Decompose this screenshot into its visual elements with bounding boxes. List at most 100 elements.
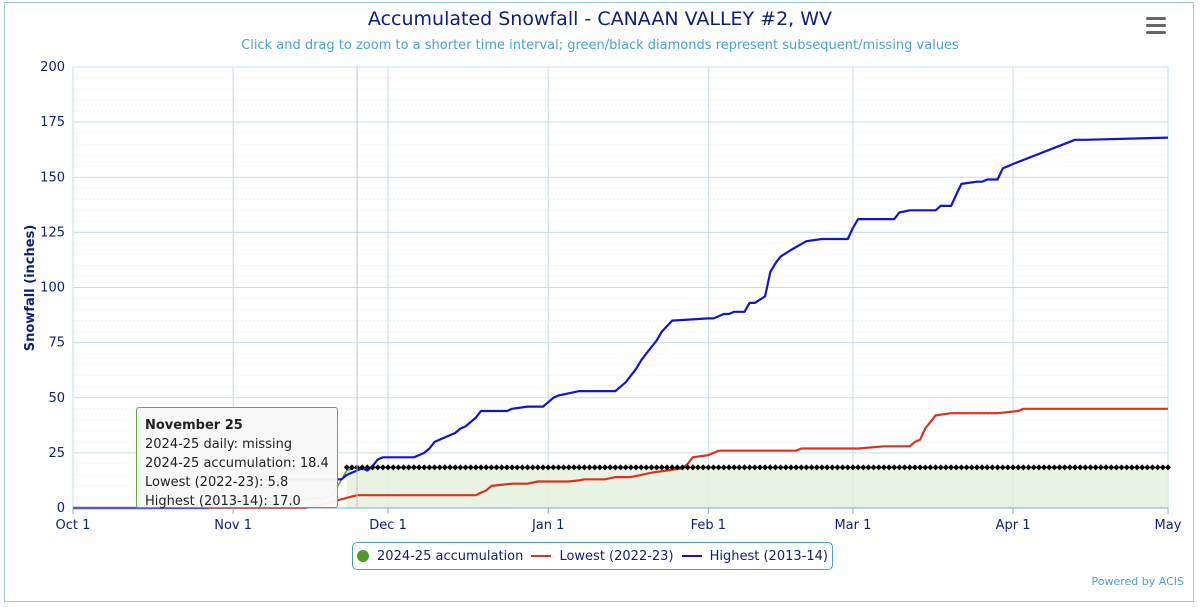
missing-value-diamond (472, 464, 479, 471)
missing-value-diamond (818, 464, 825, 471)
missing-value-diamond (803, 464, 810, 471)
missing-value-diamond (555, 464, 562, 471)
missing-value-diamond (1025, 464, 1032, 471)
missing-value-diamond (359, 464, 366, 471)
missing-value-diamond (1041, 464, 1048, 471)
missing-value-diamond (612, 464, 619, 471)
missing-value-diamond (958, 464, 965, 471)
legend-item-lowest[interactable]: Lowest (2022-23) (531, 549, 674, 564)
missing-value-diamond (834, 464, 841, 471)
missing-value-diamond (813, 464, 820, 471)
missing-value-diamond (849, 464, 856, 471)
missing-value-diamond (829, 464, 836, 471)
missing-value-diamond (524, 464, 531, 471)
missing-value-diamond (632, 464, 639, 471)
missing-value-diamond (880, 464, 887, 471)
missing-value-diamond (431, 464, 438, 471)
missing-value-diamond (865, 464, 872, 471)
green-dot-icon (357, 550, 370, 562)
missing-value-diamond (385, 464, 392, 471)
missing-value-diamond (942, 464, 949, 471)
missing-value-diamond (715, 464, 722, 471)
missing-value-diamond (787, 464, 794, 471)
missing-value-diamond (519, 464, 526, 471)
x-tick-label: Oct 1 (56, 518, 91, 533)
y-tick-label: 100 (40, 281, 65, 296)
missing-value-diamond (364, 464, 371, 471)
missing-value-diamond (674, 464, 681, 471)
missing-value-diamond (824, 464, 831, 471)
accumulation-area-fill (346, 467, 1168, 508)
missing-value-diamond (571, 464, 578, 471)
missing-value-diamond (968, 464, 975, 471)
missing-value-diamond (999, 464, 1006, 471)
missing-value-diamond (560, 464, 567, 471)
missing-value-diamond (917, 464, 924, 471)
tooltip-accumulation: 2024-25 accumulation: 18.4 (145, 456, 329, 471)
x-tick-label: May (1155, 518, 1182, 533)
missing-value-diamond (927, 464, 934, 471)
missing-value-diamond (1072, 464, 1079, 471)
missing-value-diamond (540, 464, 547, 471)
missing-value-diamond (870, 464, 877, 471)
missing-value-diamond (793, 464, 800, 471)
missing-value-diamond (710, 464, 717, 471)
credits-link[interactable]: Powered by ACIS (1091, 575, 1185, 588)
missing-value-diamond (911, 464, 918, 471)
missing-value-diamond (1030, 464, 1037, 471)
missing-value-diamond (1103, 464, 1110, 471)
missing-value-diamond (348, 464, 355, 471)
missing-value-diamond (648, 464, 655, 471)
missing-value-diamond (731, 464, 738, 471)
hover-tooltip: November 25 2024-25 daily: missing 2024-… (136, 407, 338, 509)
missing-value-diamond (684, 464, 691, 471)
missing-value-diamond (405, 464, 412, 471)
y-tick-label: 0 (57, 501, 65, 516)
missing-value-diamond (1051, 464, 1058, 471)
missing-value-diamond (751, 464, 758, 471)
missing-value-diamond (638, 464, 645, 471)
missing-value-diamond (596, 464, 603, 471)
missing-value-diamond (1113, 464, 1120, 471)
missing-value-diamond (1165, 464, 1171, 471)
missing-value-diamond (1082, 464, 1089, 471)
missing-value-diamond (1118, 464, 1125, 471)
missing-value-diamond (503, 464, 510, 471)
missing-value-diamond (777, 464, 784, 471)
missing-value-diamond (860, 464, 867, 471)
missing-value-diamond (1139, 464, 1146, 471)
legend-item-highest[interactable]: Highest (2013-14) (681, 549, 828, 564)
missing-value-diamond (400, 464, 407, 471)
missing-value-diamond (602, 464, 609, 471)
missing-value-diamond (1092, 464, 1099, 471)
missing-value-diamond (772, 464, 779, 471)
missing-value-diamond (663, 464, 670, 471)
y-tick-label: 200 (40, 60, 65, 75)
chart-legend: 2024-25 accumulation Lowest (2022-23) Hi… (352, 542, 833, 570)
legend-item-accumulation[interactable]: 2024-25 accumulation (357, 549, 523, 564)
menu-bar (1146, 17, 1166, 20)
missing-value-diamond (1087, 464, 1094, 471)
missing-value-diamond (798, 464, 805, 471)
missing-value-diamond (901, 464, 908, 471)
missing-value-diamond (922, 464, 929, 471)
missing-value-diamond (720, 464, 727, 471)
missing-value-diamond (658, 464, 665, 471)
missing-value-diamond (963, 464, 970, 471)
missing-value-diamond (948, 464, 955, 471)
missing-value-diamond (467, 464, 474, 471)
missing-value-diamond (767, 464, 774, 471)
missing-value-diamond (416, 464, 423, 471)
hamburger-menu-icon[interactable] (1142, 14, 1170, 38)
missing-value-diamond (478, 464, 485, 471)
missing-value-diamond (1149, 464, 1156, 471)
missing-value-diamond (725, 464, 732, 471)
missing-value-diamond (410, 464, 417, 471)
missing-value-diamond (984, 464, 991, 471)
missing-value-diamond (875, 464, 882, 471)
y-axis-label: Snowfall (inches) (23, 225, 38, 352)
missing-value-diamond (1097, 464, 1104, 471)
blue-line-icon (681, 555, 702, 557)
missing-value-diamond (679, 464, 686, 471)
